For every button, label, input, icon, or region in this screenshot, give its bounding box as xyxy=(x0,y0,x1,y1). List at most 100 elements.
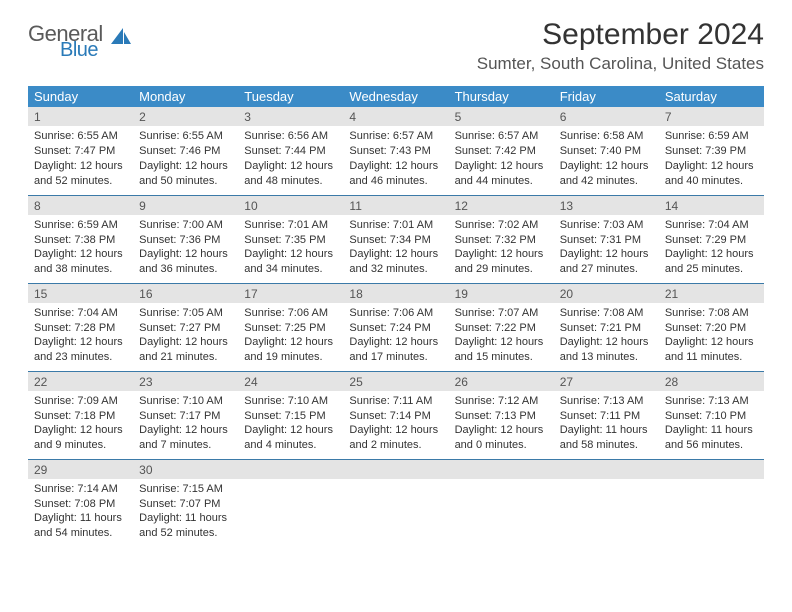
sunset-text: Sunset: 7:17 PM xyxy=(139,409,232,424)
sunset-text: Sunset: 7:38 PM xyxy=(34,233,127,248)
sunrise-text: Sunrise: 7:01 AM xyxy=(244,218,337,233)
daylight-text: Daylight: 12 hours and 34 minutes. xyxy=(244,247,337,277)
daylight-text: Daylight: 12 hours and 23 minutes. xyxy=(34,335,127,365)
day-content: Sunrise: 7:06 AMSunset: 7:24 PMDaylight:… xyxy=(343,303,448,369)
daylight-text: Daylight: 12 hours and 52 minutes. xyxy=(34,159,127,189)
day-content: Sunrise: 6:57 AMSunset: 7:43 PMDaylight:… xyxy=(343,126,448,192)
sunrise-text: Sunrise: 7:08 AM xyxy=(560,306,653,321)
sunrise-text: Sunrise: 7:10 AM xyxy=(244,394,337,409)
day-content: Sunrise: 6:55 AMSunset: 7:47 PMDaylight:… xyxy=(28,126,133,192)
sunset-text: Sunset: 7:44 PM xyxy=(244,144,337,159)
day-number: 27 xyxy=(554,372,659,391)
day-header-row: Sunday Monday Tuesday Wednesday Thursday… xyxy=(28,86,764,107)
title-block: September 2024 Sumter, South Carolina, U… xyxy=(477,18,764,74)
sunset-text: Sunset: 7:24 PM xyxy=(349,321,442,336)
calendar-cell: 23Sunrise: 7:10 AMSunset: 7:17 PMDayligh… xyxy=(133,371,238,459)
day-content: Sunrise: 7:07 AMSunset: 7:22 PMDaylight:… xyxy=(449,303,554,369)
logo-sail-icon xyxy=(109,26,131,48)
sunrise-text: Sunrise: 7:13 AM xyxy=(560,394,653,409)
day-number: 19 xyxy=(449,284,554,303)
sunset-text: Sunset: 7:11 PM xyxy=(560,409,653,424)
daylight-text: Daylight: 12 hours and 9 minutes. xyxy=(34,423,127,453)
day-number: 14 xyxy=(659,196,764,215)
day-number: 13 xyxy=(554,196,659,215)
sunset-text: Sunset: 7:29 PM xyxy=(665,233,758,248)
calendar-cell: 20Sunrise: 7:08 AMSunset: 7:21 PMDayligh… xyxy=(554,283,659,371)
day-content: Sunrise: 7:08 AMSunset: 7:21 PMDaylight:… xyxy=(554,303,659,369)
daylight-text: Daylight: 12 hours and 46 minutes. xyxy=(349,159,442,189)
sunset-text: Sunset: 7:07 PM xyxy=(139,497,232,512)
calendar-cell: 13Sunrise: 7:03 AMSunset: 7:31 PMDayligh… xyxy=(554,195,659,283)
calendar-week: 29Sunrise: 7:14 AMSunset: 7:08 PMDayligh… xyxy=(28,459,764,547)
day-header: Friday xyxy=(554,86,659,107)
calendar-cell: 29Sunrise: 7:14 AMSunset: 7:08 PMDayligh… xyxy=(28,459,133,547)
day-header: Saturday xyxy=(659,86,764,107)
sunrise-text: Sunrise: 6:58 AM xyxy=(560,129,653,144)
sunrise-text: Sunrise: 7:08 AM xyxy=(665,306,758,321)
day-number: 10 xyxy=(238,196,343,215)
sunrise-text: Sunrise: 6:56 AM xyxy=(244,129,337,144)
day-number: 6 xyxy=(554,107,659,126)
sunrise-text: Sunrise: 7:07 AM xyxy=(455,306,548,321)
day-content: Sunrise: 7:05 AMSunset: 7:27 PMDaylight:… xyxy=(133,303,238,369)
day-number: 2 xyxy=(133,107,238,126)
sunset-text: Sunset: 7:21 PM xyxy=(560,321,653,336)
day-number: 4 xyxy=(343,107,448,126)
day-content: Sunrise: 7:09 AMSunset: 7:18 PMDaylight:… xyxy=(28,391,133,457)
day-number: 11 xyxy=(343,196,448,215)
day-header: Tuesday xyxy=(238,86,343,107)
day-content: Sunrise: 6:58 AMSunset: 7:40 PMDaylight:… xyxy=(554,126,659,192)
day-number: 9 xyxy=(133,196,238,215)
day-number-empty xyxy=(449,460,554,479)
sunrise-text: Sunrise: 6:57 AM xyxy=(349,129,442,144)
calendar-cell: 16Sunrise: 7:05 AMSunset: 7:27 PMDayligh… xyxy=(133,283,238,371)
daylight-text: Daylight: 12 hours and 42 minutes. xyxy=(560,159,653,189)
calendar-cell: 6Sunrise: 6:58 AMSunset: 7:40 PMDaylight… xyxy=(554,107,659,195)
calendar-week: 15Sunrise: 7:04 AMSunset: 7:28 PMDayligh… xyxy=(28,283,764,371)
day-number: 28 xyxy=(659,372,764,391)
day-number: 29 xyxy=(28,460,133,479)
sunset-text: Sunset: 7:35 PM xyxy=(244,233,337,248)
calendar-cell: 15Sunrise: 7:04 AMSunset: 7:28 PMDayligh… xyxy=(28,283,133,371)
day-content: Sunrise: 7:13 AMSunset: 7:10 PMDaylight:… xyxy=(659,391,764,457)
day-number: 8 xyxy=(28,196,133,215)
sunset-text: Sunset: 7:14 PM xyxy=(349,409,442,424)
month-title: September 2024 xyxy=(477,18,764,52)
logo-line2: Blue xyxy=(60,41,103,60)
day-content: Sunrise: 6:59 AMSunset: 7:39 PMDaylight:… xyxy=(659,126,764,192)
sunset-text: Sunset: 7:27 PM xyxy=(139,321,232,336)
day-content: Sunrise: 7:01 AMSunset: 7:35 PMDaylight:… xyxy=(238,215,343,281)
daylight-text: Daylight: 11 hours and 58 minutes. xyxy=(560,423,653,453)
location: Sumter, South Carolina, United States xyxy=(477,54,764,74)
day-number: 15 xyxy=(28,284,133,303)
day-content: Sunrise: 7:03 AMSunset: 7:31 PMDaylight:… xyxy=(554,215,659,281)
sunset-text: Sunset: 7:32 PM xyxy=(455,233,548,248)
day-number: 16 xyxy=(133,284,238,303)
header: General Blue September 2024 Sumter, Sout… xyxy=(28,18,764,74)
sunrise-text: Sunrise: 7:00 AM xyxy=(139,218,232,233)
day-content: Sunrise: 7:04 AMSunset: 7:29 PMDaylight:… xyxy=(659,215,764,281)
calendar-cell: 18Sunrise: 7:06 AMSunset: 7:24 PMDayligh… xyxy=(343,283,448,371)
day-number: 30 xyxy=(133,460,238,479)
daylight-text: Daylight: 12 hours and 27 minutes. xyxy=(560,247,653,277)
day-content: Sunrise: 7:06 AMSunset: 7:25 PMDaylight:… xyxy=(238,303,343,369)
day-header: Monday xyxy=(133,86,238,107)
day-content: Sunrise: 7:11 AMSunset: 7:14 PMDaylight:… xyxy=(343,391,448,457)
calendar-cell: 4Sunrise: 6:57 AMSunset: 7:43 PMDaylight… xyxy=(343,107,448,195)
daylight-text: Daylight: 12 hours and 11 minutes. xyxy=(665,335,758,365)
calendar-cell: 1Sunrise: 6:55 AMSunset: 7:47 PMDaylight… xyxy=(28,107,133,195)
day-content: Sunrise: 6:56 AMSunset: 7:44 PMDaylight:… xyxy=(238,126,343,192)
day-number: 1 xyxy=(28,107,133,126)
daylight-text: Daylight: 12 hours and 25 minutes. xyxy=(665,247,758,277)
calendar-week: 8Sunrise: 6:59 AMSunset: 7:38 PMDaylight… xyxy=(28,195,764,283)
calendar-cell: 30Sunrise: 7:15 AMSunset: 7:07 PMDayligh… xyxy=(133,459,238,547)
sunset-text: Sunset: 7:39 PM xyxy=(665,144,758,159)
daylight-text: Daylight: 12 hours and 29 minutes. xyxy=(455,247,548,277)
calendar-cell xyxy=(238,459,343,547)
day-number: 25 xyxy=(343,372,448,391)
calendar-cell: 26Sunrise: 7:12 AMSunset: 7:13 PMDayligh… xyxy=(449,371,554,459)
day-number: 7 xyxy=(659,107,764,126)
sunset-text: Sunset: 7:36 PM xyxy=(139,233,232,248)
sunrise-text: Sunrise: 7:14 AM xyxy=(34,482,127,497)
calendar-cell: 11Sunrise: 7:01 AMSunset: 7:34 PMDayligh… xyxy=(343,195,448,283)
